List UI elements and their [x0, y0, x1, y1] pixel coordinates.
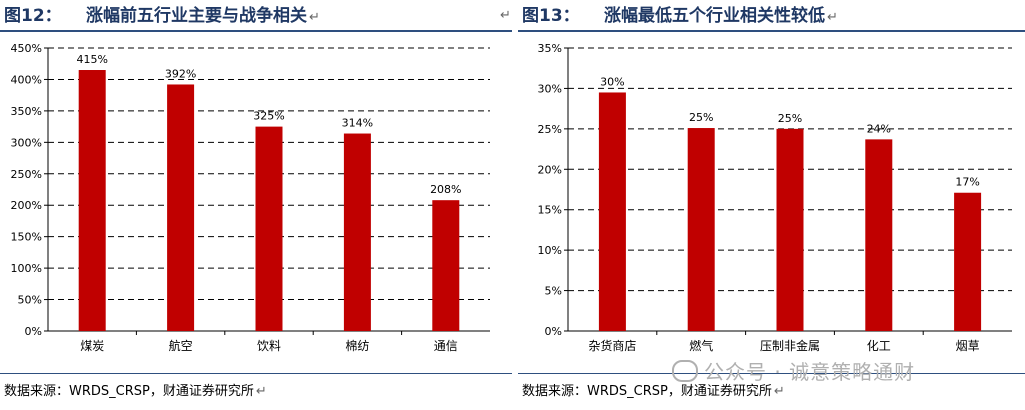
y-tick-label: 50% [18, 294, 42, 307]
title-rule [518, 30, 1025, 32]
title-rule [0, 30, 512, 32]
figure-13-title-text: 涨幅最低五个行业相关性较低 [604, 6, 825, 26]
figure-13-title: 图13： 涨幅最低五个行业相关性较低 ↵ [522, 2, 838, 30]
x-tick-label: 化工 [867, 339, 891, 353]
figure-13-panel: 图13： 涨幅最低五个行业相关性较低 ↵ 0% 5% 10% 15% 20% 25% 30% 35… [518, 0, 1025, 410]
bar [78, 70, 106, 331]
figure-12-source-text: 数据来源：WRDS_CRSP，财通证券研究所 [4, 384, 254, 399]
figure-12-source: 数据来源：WRDS_CRSP，财通证券研究所 ↵ [4, 380, 267, 399]
x-tick-label: 煤炭 [80, 339, 104, 353]
return-mark: ↵ [309, 10, 320, 25]
data-label: 30% [600, 75, 624, 88]
figure-12-panel: 图12： 涨幅前五行业主要与战争相关 ↵ ↵ 0% 50% 100% 150% 200% 25… [0, 0, 512, 410]
y-tick-label: 350% [11, 105, 42, 118]
data-label: 325% [253, 110, 284, 123]
data-label: 314% [342, 117, 373, 130]
figure-12-title: 图12： 涨幅前五行业主要与战争相关 ↵ [4, 2, 320, 30]
y-tick-label: 250% [11, 168, 42, 181]
y-tick-label: 25% [538, 123, 562, 136]
return-mark-right: ↵ [500, 8, 511, 23]
x-tick-label: 杂货商店 [588, 338, 636, 353]
bar [343, 133, 371, 331]
figure-12-number: 图12： [4, 6, 62, 26]
y-tick-label: 200% [11, 199, 42, 212]
y-tick-label: 30% [538, 82, 562, 95]
x-tick-label: 燃气 [689, 338, 713, 353]
figure-13-source: 数据来源：WRDS_CRSP，财通证券研究所 ↵ [522, 380, 785, 399]
return-mark: ↵ [773, 384, 785, 399]
y-tick-label: 100% [11, 262, 42, 275]
watermark: 公众号 · 诚意策略通财 [672, 356, 915, 385]
y-tick-label: 0% [25, 325, 42, 338]
x-tick-label: 饮料 [257, 339, 281, 353]
y-tick-label: 450% [11, 42, 42, 55]
bar [865, 139, 893, 331]
data-label: 24% [867, 122, 891, 135]
y-tick-label: 400% [11, 73, 42, 86]
return-mark: ↵ [827, 10, 838, 25]
chart-figure-12: 0% 50% 100% 150% 200% 250% 300% 350% 400% 450% 415… [11, 42, 490, 353]
figure-13-number: 图13： [522, 6, 580, 26]
return-mark: ↵ [255, 384, 267, 399]
x-tick-label: 棉纺 [345, 339, 369, 353]
data-label: 25% [689, 111, 713, 124]
bar [687, 128, 715, 331]
x-tick-label: 航空 [169, 338, 193, 353]
y-tick-label: 300% [11, 136, 42, 149]
y-tick-label: 15% [538, 204, 562, 217]
y-tick-label: 10% [538, 244, 562, 257]
data-label: 25% [778, 112, 802, 125]
x-tick-label: 烟草 [956, 339, 980, 353]
data-label: 208% [430, 183, 461, 196]
data-label: 415% [76, 53, 107, 66]
wechat-icon [672, 360, 698, 382]
x-tick-label: 压制非金属 [760, 338, 820, 353]
bar [598, 92, 626, 331]
data-label: 17% [955, 176, 979, 189]
y-tick-label: 5% [545, 285, 562, 298]
x-tick-label: 通信 [434, 339, 458, 353]
source-rule [0, 373, 512, 374]
y-tick-label: 20% [538, 163, 562, 176]
watermark-text: 公众号 · 诚意策略通财 [704, 360, 916, 384]
bar [776, 128, 804, 331]
figure-13-source-text: 数据来源：WRDS_CRSP，财通证券研究所 [522, 384, 772, 399]
bar [954, 192, 982, 331]
y-tick-label: 35% [538, 42, 562, 55]
figure-12-title-text: 涨幅前五行业主要与战争相关 [86, 6, 307, 26]
data-label: 392% [165, 67, 196, 80]
source-rule [518, 373, 1025, 374]
chart-figure-13: 0% 5% 10% 15% 20% 25% 30% 35% 30% 杂货商店 25% 燃气 25% 压制非… [538, 42, 1012, 353]
bar [255, 126, 283, 331]
bar [432, 200, 460, 331]
bar [167, 84, 195, 331]
y-tick-label: 150% [11, 231, 42, 244]
y-tick-label: 0% [545, 325, 562, 338]
